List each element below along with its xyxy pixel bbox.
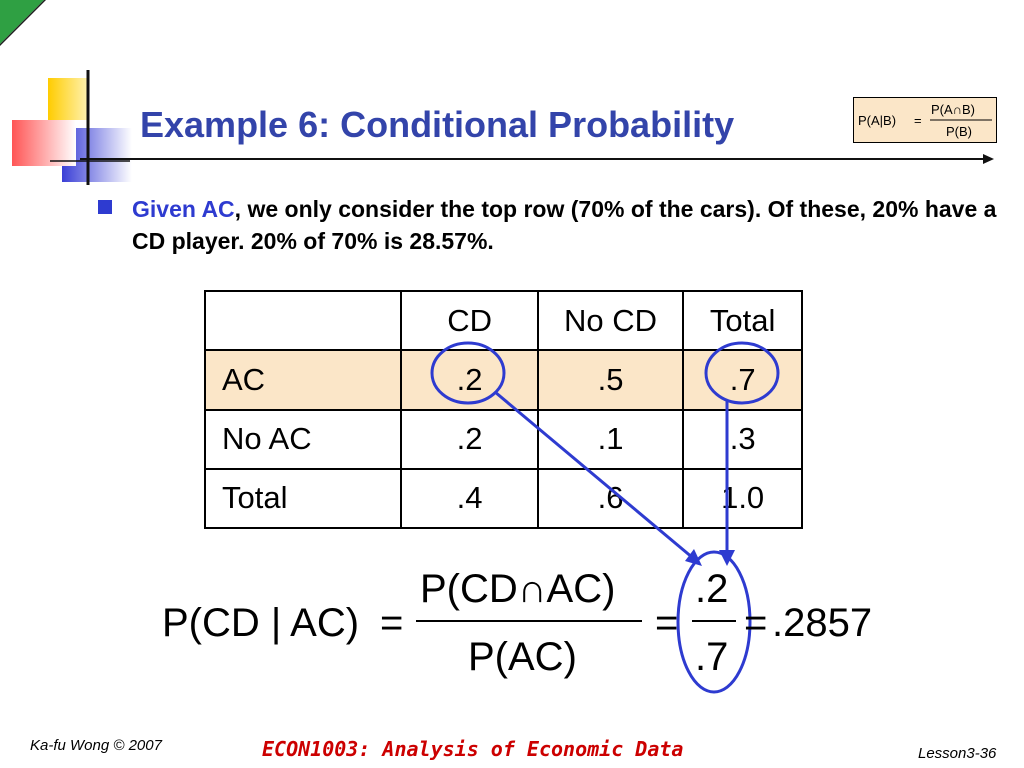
conditional-equation: P(CD | AC) = P(CD∩AC) P(AC) = .2 .7 = .2… [162,567,872,679]
corner-triangle-icon [0,0,46,46]
table-row: AC .2 .5 .7 [203,349,803,411]
row-label: Total [203,467,403,530]
bullet-text: Given AC, we only consider the top row (… [132,193,1012,257]
table-cell: .2 [400,349,539,411]
table-cell: 1.0 [682,467,803,530]
table-header-cell: Total [682,289,803,352]
equation-numerator: P(CD∩AC) [420,567,615,611]
row-label: AC [203,349,403,411]
table-header-cell [203,289,403,352]
title-arrow-line [80,154,994,164]
formula-equals: = [914,113,922,128]
equation-lhs: P(CD | AC) [162,601,359,645]
equation-equals: = [655,601,678,645]
row-label: No AC [203,408,403,470]
probability-table: CD No CD Total AC .2 .5 .7 No AC .2 .1 .… [203,289,803,530]
table-cell: .3 [682,408,803,470]
footer-course: ECON1003: Analysis of Economic Data [262,737,684,761]
table-header-cell: No CD [536,289,685,352]
table-cell: .1 [536,408,685,470]
footer-slide-number: Lesson3-36 [918,745,997,762]
formula-numerator: P(A∩B) [931,102,975,117]
table-cell: .5 [536,349,685,411]
equation-equals: = [380,601,403,645]
table-row: No AC .2 .1 .3 [203,408,803,470]
title-decoration [12,70,132,185]
footer-author: Ka-fu Wong © 2007 [30,737,162,754]
fraction-numerator: .2 [695,567,728,611]
page-title: Example 6: Conditional Probability [140,104,735,145]
equation-denominator: P(AC) [468,635,577,679]
formula-lhs: P(A|B) [858,113,896,128]
table-cell: .7 [682,349,803,411]
table-cell: .2 [400,408,539,470]
formula-box: P(A|B) = P(A∩B) P(B) [853,97,997,143]
bullet-square-icon [98,200,112,214]
table-header-cell: CD [400,289,539,352]
table-cell: .6 [536,467,685,530]
bullet-highlight: Given AC [132,196,235,222]
equation-result: .2857 [772,601,872,645]
table-row: Total .4 .6 1.0 [203,467,803,530]
bullet-rest: , we only consider the top row (70% of t… [132,196,997,254]
table-cell: .4 [400,467,539,530]
formula-denominator: P(B) [946,124,972,139]
fraction-denominator: .7 [695,635,728,679]
equation-equals: = [744,601,767,645]
table-header-row: CD No CD Total [203,289,803,352]
